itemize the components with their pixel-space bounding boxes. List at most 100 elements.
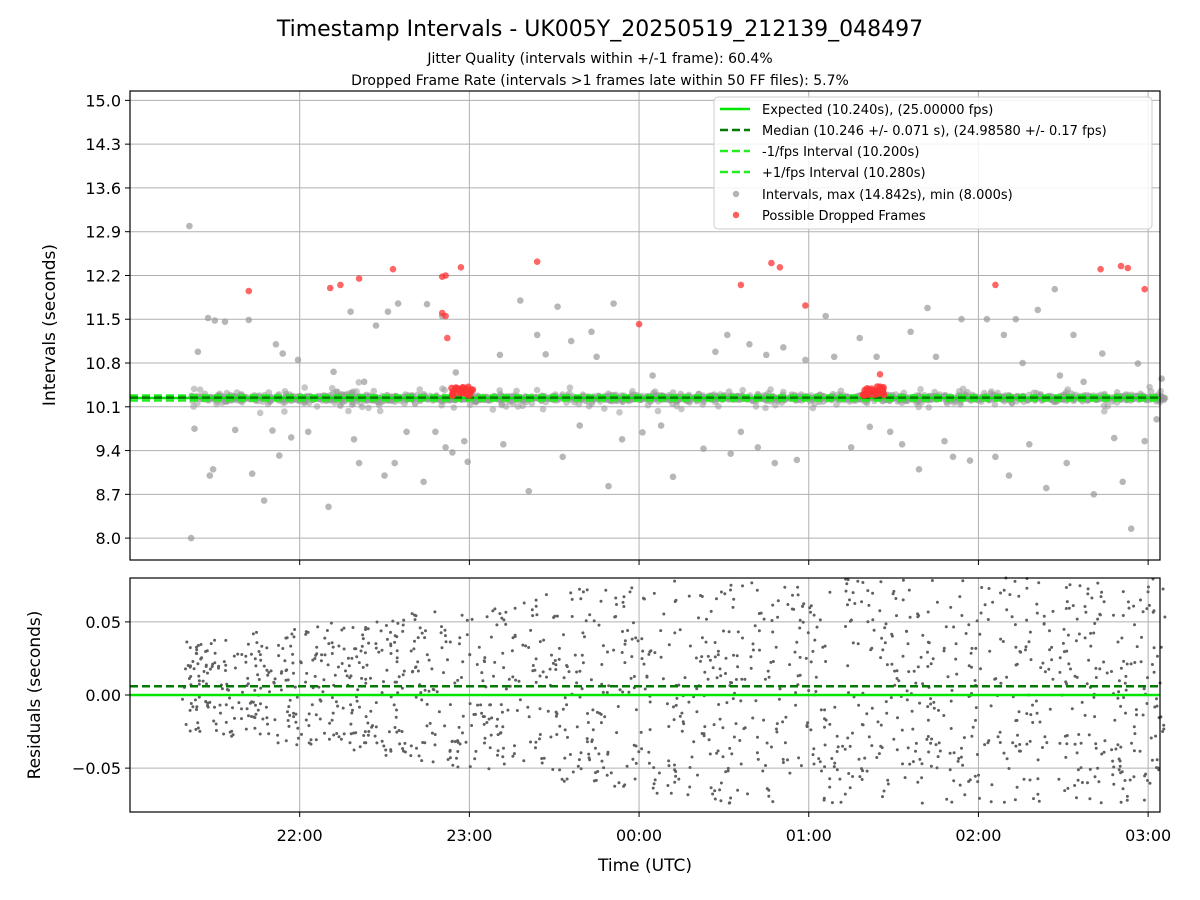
interval-outlier-point bbox=[449, 449, 456, 456]
residual-point bbox=[276, 741, 280, 745]
residual-point bbox=[932, 706, 936, 710]
residual-point bbox=[403, 750, 407, 754]
residual-point bbox=[287, 724, 291, 728]
residual-point bbox=[425, 653, 429, 657]
legend-item-intervals: Intervals, max (14.842s), min (8.000s) bbox=[732, 188, 1013, 203]
residual-point bbox=[584, 619, 588, 623]
residual-point bbox=[1092, 631, 1096, 635]
residual-point bbox=[828, 785, 832, 789]
residual-point bbox=[1096, 617, 1100, 621]
residual-point bbox=[906, 746, 910, 750]
residual-point bbox=[1133, 623, 1136, 627]
residual-point bbox=[1152, 609, 1156, 613]
residual-point bbox=[731, 605, 735, 609]
residual-point bbox=[1005, 675, 1009, 679]
residual-point bbox=[524, 644, 528, 648]
residual-point bbox=[846, 578, 850, 582]
residual-point bbox=[1018, 743, 1022, 746]
residual-point bbox=[1042, 614, 1046, 618]
residual-point bbox=[927, 641, 931, 645]
residual-point bbox=[667, 725, 671, 728]
residual-point bbox=[580, 653, 584, 657]
residual-point bbox=[465, 618, 469, 622]
intervals-y-axis-label: Intervals (seconds) bbox=[40, 244, 60, 406]
residual-point bbox=[321, 690, 325, 694]
residual-point bbox=[331, 645, 335, 649]
residual-point bbox=[565, 665, 569, 669]
interval-outlier-point bbox=[191, 425, 198, 433]
residual-point bbox=[387, 730, 391, 734]
residual-point bbox=[847, 772, 851, 775]
residual-point bbox=[500, 616, 504, 620]
dropped-frame-point bbox=[442, 312, 449, 320]
residual-point bbox=[879, 723, 883, 727]
residual-point bbox=[224, 669, 227, 672]
residual-point bbox=[513, 744, 516, 748]
residual-point bbox=[788, 771, 792, 775]
interval-outlier-point bbox=[194, 348, 202, 356]
residual-point bbox=[1132, 604, 1136, 608]
residual-point bbox=[640, 637, 644, 641]
residual-point bbox=[1086, 587, 1090, 591]
residual-point bbox=[699, 659, 702, 663]
residual-point bbox=[384, 624, 388, 627]
residual-point bbox=[952, 625, 956, 629]
residual-point bbox=[195, 645, 198, 649]
residual-point bbox=[781, 720, 785, 724]
intervals-y-tick-label: 9.4 bbox=[96, 442, 121, 461]
residual-point bbox=[510, 649, 514, 653]
residual-point bbox=[600, 759, 604, 763]
residual-point bbox=[617, 781, 621, 785]
residual-point bbox=[695, 687, 699, 691]
residual-point bbox=[814, 690, 818, 693]
residual-point bbox=[1132, 749, 1136, 753]
residual-point bbox=[713, 641, 717, 644]
residual-point bbox=[1024, 645, 1028, 649]
residual-point bbox=[581, 661, 585, 665]
residual-point bbox=[948, 768, 952, 772]
residual-point bbox=[397, 675, 401, 679]
residual-point bbox=[204, 650, 208, 653]
residual-point bbox=[605, 773, 609, 777]
residual-point bbox=[364, 677, 368, 681]
residual-point bbox=[1155, 697, 1158, 701]
residual-point bbox=[621, 630, 624, 633]
residual-point bbox=[1125, 662, 1129, 666]
residual-point bbox=[540, 761, 544, 765]
residual-point bbox=[1161, 587, 1165, 591]
residual-point bbox=[336, 704, 340, 708]
residual-point bbox=[389, 630, 392, 634]
residual-point bbox=[256, 673, 260, 677]
residual-point bbox=[673, 579, 677, 583]
residual-point bbox=[416, 669, 420, 673]
interval-outlier-point bbox=[618, 436, 626, 443]
residual-point bbox=[504, 622, 508, 626]
residual-point bbox=[735, 654, 739, 658]
residual-point bbox=[709, 609, 713, 613]
residual-point bbox=[1090, 596, 1094, 600]
residual-point bbox=[1103, 739, 1107, 743]
residual-point bbox=[726, 766, 730, 770]
residual-point bbox=[571, 770, 575, 774]
dropped-frame-point bbox=[389, 265, 397, 273]
residual-point bbox=[703, 725, 707, 729]
residual-point bbox=[989, 800, 993, 804]
residual-point bbox=[590, 740, 594, 744]
residual-point bbox=[418, 626, 422, 630]
residual-point bbox=[1112, 765, 1116, 769]
residual-point bbox=[351, 626, 355, 629]
interval-outlier-point bbox=[763, 351, 770, 359]
residual-point bbox=[1118, 764, 1122, 768]
residual-point bbox=[1007, 767, 1011, 770]
residual-point bbox=[920, 762, 924, 766]
dropped-frame-point bbox=[1141, 285, 1148, 293]
interval-outlier-point bbox=[771, 459, 779, 467]
residual-point bbox=[1029, 658, 1033, 662]
residuals-x-ticks: 22:00 23:00 00:00 01:00 02:00 03:00 bbox=[277, 812, 1171, 845]
residual-point bbox=[977, 773, 980, 777]
residual-point bbox=[791, 593, 794, 597]
residual-point bbox=[310, 703, 314, 707]
residual-point bbox=[895, 748, 899, 752]
residual-point bbox=[818, 760, 822, 764]
residual-point bbox=[781, 761, 785, 764]
